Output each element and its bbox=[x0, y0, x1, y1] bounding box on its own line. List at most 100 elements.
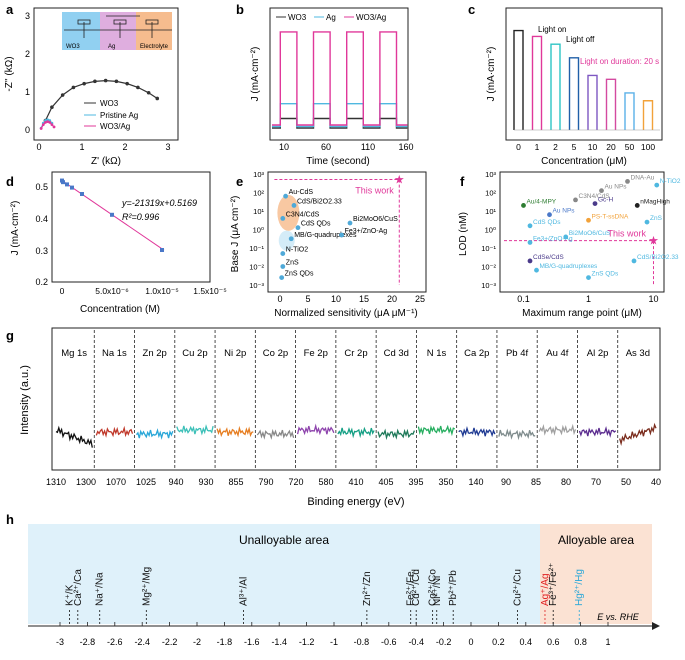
h-couple-label-13: Fe³⁺/Fe²⁺ bbox=[548, 563, 559, 606]
a-point-0-8 bbox=[125, 81, 129, 86]
panel-a-frame bbox=[33, 7, 179, 141]
h-couple-label-0: K⁺/K bbox=[65, 584, 76, 606]
d-xlabel: Concentration (M) bbox=[80, 304, 160, 315]
e-xtick-3: 15 bbox=[359, 294, 369, 304]
f-ytick-3: 10⁰ bbox=[485, 226, 496, 235]
e-point-label-9: ZnS QDs bbox=[285, 271, 314, 278]
h-tick-label-14: -0.2 bbox=[436, 637, 452, 647]
e-ytick-4: 10¹ bbox=[253, 207, 264, 216]
c-xlabel: Concentration (μM) bbox=[541, 156, 627, 167]
alloyable-label: Alloyable area bbox=[558, 533, 634, 547]
inset-circuit-icon bbox=[64, 15, 172, 38]
g-spectrum-11 bbox=[498, 428, 536, 441]
h-axis-label: E vs. RHE bbox=[597, 612, 640, 622]
e-point-0 bbox=[283, 193, 288, 199]
g-xtick-17: 80 bbox=[561, 477, 571, 487]
g-spectrum-3 bbox=[176, 424, 214, 436]
h-couple-label-9: Ni²⁺/Ni bbox=[432, 576, 443, 606]
e-point-1 bbox=[291, 203, 297, 208]
b-xtick-1: 60 bbox=[321, 142, 331, 152]
h-tick-label-7: -1.6 bbox=[244, 637, 260, 647]
panel-c-frame bbox=[505, 7, 663, 141]
g-xtick-9: 580 bbox=[318, 477, 333, 487]
c-xtick-5: 20 bbox=[606, 142, 616, 152]
f-point-8 bbox=[527, 223, 533, 229]
a-point-0-3 bbox=[71, 85, 76, 90]
f-point-7 bbox=[547, 212, 552, 218]
f-point-label-12: Bi2MoO6/CuS bbox=[569, 230, 611, 237]
a-ytick-1: 1 bbox=[25, 87, 30, 97]
f-point-9 bbox=[586, 217, 591, 223]
h-couple-label-14: Hg²⁺/Hg bbox=[574, 569, 585, 606]
a-point-2-5 bbox=[50, 123, 54, 127]
d-ytick-3: 0.5 bbox=[35, 182, 48, 192]
h-tick-label-0: -3 bbox=[56, 637, 64, 647]
panel-f-frame bbox=[499, 171, 665, 293]
a-point-0-2 bbox=[60, 93, 65, 97]
inset-label-wo3: WO3 bbox=[66, 44, 80, 50]
d-xtick-1: 5.0x10⁻⁶ bbox=[95, 286, 129, 296]
f-xtick-2: 10 bbox=[648, 294, 658, 304]
c-bar-7 bbox=[642, 100, 654, 130]
e-point-9 bbox=[279, 275, 285, 280]
e-point-label-7: N-TiO2 bbox=[286, 247, 308, 254]
h-couple-label-2: Na⁺/Na bbox=[95, 572, 106, 606]
g-xtick-5: 930 bbox=[198, 477, 213, 487]
c-xtick-1: 1 bbox=[535, 142, 540, 152]
a-plot-area bbox=[39, 78, 160, 130]
e-point-3 bbox=[295, 225, 301, 231]
f-ytick-6: 10³ bbox=[485, 170, 496, 179]
e-point-label-8: ZnS bbox=[286, 260, 299, 267]
f-ytick-1: 10⁻² bbox=[481, 263, 496, 272]
g-xtick-12: 395 bbox=[408, 477, 423, 487]
h-tick-label-16: 0.2 bbox=[492, 637, 505, 647]
g-xtick-0: 1310 bbox=[46, 477, 66, 487]
d-point-4 bbox=[80, 192, 84, 196]
f-point-label-13: CdSe/CdS bbox=[533, 254, 564, 261]
e-point-label-0: Au-CdS bbox=[289, 189, 314, 196]
c-xtick-7: 100 bbox=[641, 142, 655, 152]
a-xtick-3: 3 bbox=[165, 142, 170, 152]
g-ylabel: Intensity (a.u.) bbox=[19, 365, 31, 435]
f-point-1 bbox=[573, 197, 578, 203]
b-legend-wo3: WO3 bbox=[288, 13, 307, 22]
c-annot-light-off: Light off bbox=[566, 35, 595, 44]
e-point-label-2: C3N4/CdS bbox=[286, 211, 320, 218]
h-tick-label-19: 0.8 bbox=[574, 637, 587, 647]
g-spectrum-0 bbox=[55, 425, 93, 448]
panel-c: c 0 1 2 5 10 20 50 100 Light on Light off Light… bbox=[468, 2, 663, 167]
f-point-label-8: CdS QDs bbox=[533, 219, 561, 226]
g-spectrum-8 bbox=[377, 428, 416, 441]
g-element-label-14: As 3d bbox=[626, 348, 650, 359]
panel-a: a WO3 Ag Electrolyte 0 1 2 3 0 1 2 3 Z' … bbox=[4, 2, 179, 167]
g-xtick-13: 350 bbox=[438, 477, 453, 487]
inset-ag-block bbox=[100, 12, 136, 50]
f-point-label-16: ZnS QDs bbox=[592, 271, 619, 278]
g-element-label-11: Pb 4f bbox=[506, 348, 529, 359]
e-point-4 bbox=[347, 220, 353, 226]
f-point-label-7: Au NPs bbox=[553, 208, 576, 215]
panel-c-letter: c bbox=[468, 2, 475, 17]
f-ytick-0: 10⁻³ bbox=[481, 281, 496, 290]
a-point-0-9 bbox=[136, 85, 140, 90]
g-xtick-7: 790 bbox=[258, 477, 273, 487]
f-point-label-11: Fe3+/ZnO-Ag bbox=[533, 235, 573, 242]
g-spectrum-14 bbox=[619, 422, 657, 446]
h-couple-label-1: Ca²⁺/Ca bbox=[73, 569, 84, 606]
c-bar-6 bbox=[624, 92, 635, 130]
h-couple-label-10: Pb²⁺/Pb bbox=[448, 570, 459, 606]
f-point-11 bbox=[527, 240, 533, 245]
inset-electrolyte-block bbox=[136, 12, 172, 50]
h-tick-label-8: -1.4 bbox=[271, 637, 287, 647]
g-element-label-0: Mg 1s bbox=[61, 348, 87, 359]
c-plot-area: 0 1 2 5 10 20 50 100 bbox=[513, 29, 660, 152]
c-bar-2 bbox=[550, 43, 561, 130]
c-bar-1 bbox=[531, 35, 543, 130]
b-xtick-2: 110 bbox=[361, 142, 375, 152]
a-legend-wo3ag: WO3/Ag bbox=[100, 122, 130, 131]
panel-g-frame bbox=[51, 327, 661, 471]
panel-d-frame bbox=[51, 171, 211, 283]
h-couple-label-11: Cu²⁺/Cu bbox=[513, 569, 524, 606]
g-xtick-2: 1070 bbox=[106, 477, 126, 487]
